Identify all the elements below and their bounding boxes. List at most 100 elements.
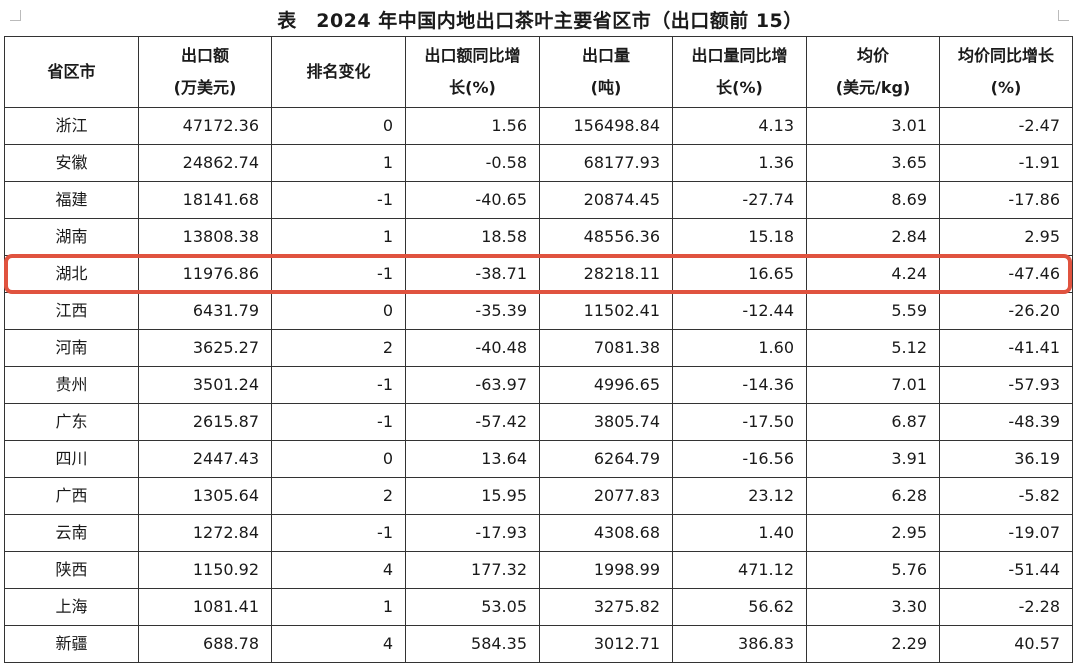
cell-rank-change: -1 <box>271 181 406 219</box>
cell-export-volume: 68177.93 <box>539 144 673 182</box>
cell-price-yoy: -47.46 <box>939 255 1073 293</box>
cell-export-value: 11976.86 <box>138 255 272 293</box>
header-value-yoy: 出口额同比增 长(%) <box>405 36 540 108</box>
cell-rank-change: 0 <box>271 107 406 145</box>
cell-value-yoy: -40.48 <box>405 329 540 367</box>
cell-rank-change: 0 <box>271 292 406 330</box>
cell-rank-change: 2 <box>271 329 406 367</box>
cell-province: 广东 <box>4 403 139 441</box>
header-province: 省区市 <box>4 36 139 108</box>
table-title: 表 2024 年中国内地出口茶叶主要省区市（出口额前 15） <box>277 10 803 32</box>
cell-province: 四川 <box>4 440 139 478</box>
cell-value-yoy: -40.65 <box>405 181 540 219</box>
cell-province: 上海 <box>4 588 139 626</box>
table-row: 新疆 688.78 4 584.35 3012.71 386.83 2.29 40.57 <box>4 625 1073 663</box>
cell-export-value: 3501.24 <box>138 366 272 404</box>
cell-export-volume: 4308.68 <box>539 514 673 552</box>
cell-rank-change: 4 <box>271 551 406 589</box>
cell-export-value: 1272.84 <box>138 514 272 552</box>
cell-volume-yoy: 4.13 <box>672 107 807 145</box>
cell-volume-yoy: -17.50 <box>672 403 807 441</box>
cell-price-yoy: -2.47 <box>939 107 1073 145</box>
header-row: 省区市 出口额 (万美元) 排名变化 出口额同比增 长(%) 出口量 (吨) 出口量同… <box>4 36 1073 108</box>
cell-rank-change: -1 <box>271 514 406 552</box>
cell-volume-yoy: -16.56 <box>672 440 807 478</box>
table-row: 上海 1081.41 1 53.05 3275.82 56.62 3.30 -2.28 <box>4 588 1073 626</box>
table-row: 安徽 24862.74 1 -0.58 68177.93 1.36 3.65 -1.91 <box>4 144 1073 182</box>
cell-export-volume: 28218.11 <box>539 255 673 293</box>
cell-export-value: 2615.87 <box>138 403 272 441</box>
header-price-yoy: 均价同比增长 (%) <box>939 36 1073 108</box>
cell-volume-yoy: -27.74 <box>672 181 807 219</box>
cell-value-yoy: -63.97 <box>405 366 540 404</box>
cell-export-value: 24862.74 <box>138 144 272 182</box>
cell-rank-change: -1 <box>271 255 406 293</box>
cell-export-value: 18141.68 <box>138 181 272 219</box>
page-corner-mark-left <box>10 10 21 21</box>
header-rank-change: 排名变化 <box>271 36 406 108</box>
cell-value-yoy: -57.42 <box>405 403 540 441</box>
table-row: 湖北 11976.86 -1 -38.71 28218.11 16.65 4.24 -47.4… <box>4 255 1073 293</box>
cell-province: 广西 <box>4 477 139 515</box>
cell-avg-price: 3.01 <box>806 107 940 145</box>
table-row: 江西 6431.79 0 -35.39 11502.41 -12.44 5.59 -26.20 <box>4 292 1073 330</box>
cell-volume-yoy: 56.62 <box>672 588 807 626</box>
cell-price-yoy: -17.86 <box>939 181 1073 219</box>
cell-rank-change: 1 <box>271 588 406 626</box>
cell-avg-price: 3.30 <box>806 588 940 626</box>
cell-price-yoy: -5.82 <box>939 477 1073 515</box>
cell-rank-change: 0 <box>271 440 406 478</box>
cell-export-volume: 20874.45 <box>539 181 673 219</box>
cell-volume-yoy: 1.60 <box>672 329 807 367</box>
cell-volume-yoy: 1.36 <box>672 144 807 182</box>
header-volume-yoy: 出口量同比增 长(%) <box>672 36 807 108</box>
cell-export-volume: 3012.71 <box>539 625 673 663</box>
cell-province: 贵州 <box>4 366 139 404</box>
cell-export-value: 688.78 <box>138 625 272 663</box>
cell-province: 湖南 <box>4 218 139 256</box>
cell-price-yoy: 36.19 <box>939 440 1073 478</box>
cell-avg-price: 5.59 <box>806 292 940 330</box>
cell-avg-price: 3.91 <box>806 440 940 478</box>
cell-price-yoy: -48.39 <box>939 403 1073 441</box>
page-corner-mark-right <box>1058 10 1069 21</box>
cell-province: 河南 <box>4 329 139 367</box>
cell-avg-price: 5.76 <box>806 551 940 589</box>
cell-avg-price: 2.29 <box>806 625 940 663</box>
cell-volume-yoy: -14.36 <box>672 366 807 404</box>
table-row: 广西 1305.64 2 15.95 2077.83 23.12 6.28 -5.82 <box>4 477 1073 515</box>
cell-export-volume: 7081.38 <box>539 329 673 367</box>
cell-rank-change: 1 <box>271 218 406 256</box>
header-export-volume: 出口量 (吨) <box>539 36 673 108</box>
cell-value-yoy: 15.95 <box>405 477 540 515</box>
cell-value-yoy: 584.35 <box>405 625 540 663</box>
cell-export-value: 1150.92 <box>138 551 272 589</box>
cell-value-yoy: 1.56 <box>405 107 540 145</box>
cell-export-volume: 156498.84 <box>539 107 673 145</box>
cell-province: 陕西 <box>4 551 139 589</box>
table-row: 浙江 47172.36 0 1.56 156498.84 4.13 3.01 -2.47 <box>4 107 1073 145</box>
cell-export-value: 1305.64 <box>138 477 272 515</box>
table-row: 福建 18141.68 -1 -40.65 20874.45 -27.74 8.69 -17.… <box>4 181 1073 219</box>
cell-export-volume: 11502.41 <box>539 292 673 330</box>
table-row: 云南 1272.84 -1 -17.93 4308.68 1.40 2.95 -19.07 <box>4 514 1073 552</box>
cell-avg-price: 7.01 <box>806 366 940 404</box>
table-row: 湖南 13808.38 1 18.58 48556.36 15.18 2.84 2.95 <box>4 218 1073 256</box>
cell-export-volume: 3805.74 <box>539 403 673 441</box>
table-row: 陕西 1150.92 4 177.32 1998.99 471.12 5.76 -51.44 <box>4 551 1073 589</box>
cell-volume-yoy: 16.65 <box>672 255 807 293</box>
cell-volume-yoy: 386.83 <box>672 625 807 663</box>
cell-province: 湖北 <box>4 255 139 293</box>
cell-province: 新疆 <box>4 625 139 663</box>
cell-export-value: 2447.43 <box>138 440 272 478</box>
cell-price-yoy: -2.28 <box>939 588 1073 626</box>
cell-avg-price: 4.24 <box>806 255 940 293</box>
cell-price-yoy: -51.44 <box>939 551 1073 589</box>
cell-province: 福建 <box>4 181 139 219</box>
cell-export-volume: 48556.36 <box>539 218 673 256</box>
cell-value-yoy: -17.93 <box>405 514 540 552</box>
cell-province: 云南 <box>4 514 139 552</box>
cell-value-yoy: -0.58 <box>405 144 540 182</box>
table-row: 四川 2447.43 0 13.64 6264.79 -16.56 3.91 36.19 <box>4 440 1073 478</box>
cell-price-yoy: -57.93 <box>939 366 1073 404</box>
